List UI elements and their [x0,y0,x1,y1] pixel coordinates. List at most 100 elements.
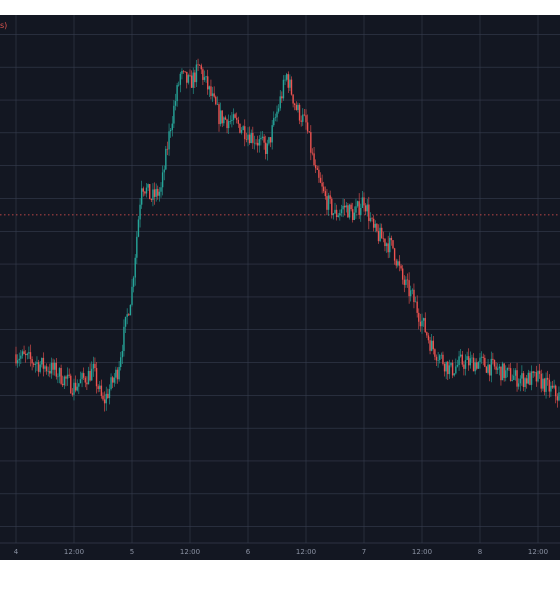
candle-body [250,133,252,144]
candle-body [91,368,93,381]
candle-body [121,351,124,358]
corner-label: s) [0,21,8,30]
candle-body [108,389,111,399]
candle-body [553,385,555,388]
candle-body [129,304,132,316]
candle-body [471,357,473,359]
candle-body [258,139,260,146]
candle-body [184,71,186,72]
candle-body [256,142,259,146]
candle-body [532,371,534,373]
candle-body [66,374,69,379]
candle-body [550,385,552,392]
candle-body [353,212,356,220]
candle-body [327,195,330,210]
candle-body [176,85,178,102]
candle-body [463,364,465,369]
candle-body [200,65,202,70]
candle-body [171,123,173,130]
candle-body [21,351,24,356]
candle-body [189,75,191,76]
candle-body [107,393,109,399]
candle-body [305,115,307,123]
candle-body [355,206,357,213]
candle-body [277,108,280,112]
chart-panel[interactable]: 4 12:00 5 12:00 6 12:00 7 12:00 8 12:00 s) [0,15,560,560]
candle-body [178,84,180,86]
candle-body [160,187,162,192]
candle-body [221,110,223,124]
candle-body [68,374,70,376]
candle-body [426,332,428,336]
candle-body [398,261,401,266]
candle-body [236,117,238,120]
candle-body [442,354,444,364]
candle-body [468,356,470,366]
candle-body [70,375,72,394]
candle-body [62,383,64,386]
candle-body [448,365,451,375]
candle-body [44,366,46,369]
candle-body [120,357,122,367]
candle-body [360,207,362,215]
candle-body [224,117,227,120]
candle-body [232,114,235,120]
candle-body [274,117,277,119]
candle-body [348,204,351,218]
candle-body [343,205,346,208]
candle-body [461,354,463,365]
candle-body [323,186,325,192]
x-tick-label: 6 [246,548,251,556]
candle-body [445,361,447,372]
candle-body [161,172,164,188]
candle-body [181,70,183,74]
candle-body [194,72,196,83]
candle-body [411,289,414,291]
candle-body [437,359,439,361]
candle-body [216,104,219,105]
candle-body [427,335,430,341]
candle-body [123,326,125,352]
candle-body [514,370,517,376]
candle-body [535,372,538,382]
candle-body [215,96,217,105]
candle-body [23,351,25,354]
candle-body [18,358,20,361]
candle-body [447,361,449,375]
candle-body [205,76,207,78]
candle-body [334,209,336,214]
candlestick-chart[interactable]: 4 12:00 5 12:00 6 12:00 7 12:00 8 12:00 [0,15,560,560]
candle-body [203,77,206,80]
candle-body [485,366,488,373]
candle-body [237,119,240,124]
candle-body [223,117,225,124]
candle-body [395,260,397,266]
candle-body [36,362,38,364]
candle-body [405,279,407,285]
candle-body [413,289,415,303]
candle-body [347,205,349,218]
candle-body [128,314,130,316]
candle-body [401,268,404,280]
candle-body [74,382,77,391]
candle-body [79,379,82,384]
candle-body [229,121,231,122]
candle-body [513,375,515,380]
candle-body [152,189,154,201]
candle-body [326,196,328,210]
candle-body [517,383,520,387]
candle-body [149,184,151,200]
candle-body [190,75,193,88]
candle-body [300,120,302,122]
candle-body [84,377,86,383]
candle-body [234,114,236,118]
candle-body [137,219,140,237]
candle-body [116,369,119,380]
candle-body [432,340,434,350]
candle-body [456,364,459,367]
candle-body [358,201,360,215]
candle-body [482,356,484,358]
candle-body [89,370,91,381]
candle-body [255,142,257,144]
candle-body [466,356,468,360]
